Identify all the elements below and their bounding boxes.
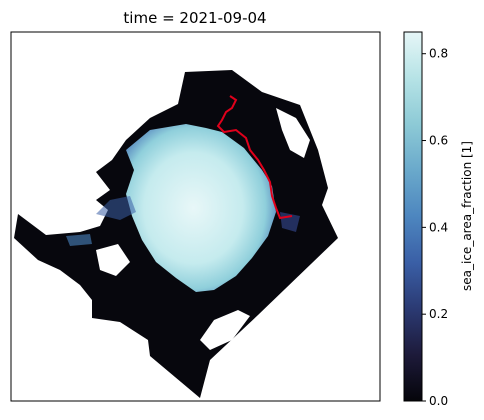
colorbar-tick-label: 0.6 xyxy=(429,134,448,148)
colorbar-tick-label: 0.8 xyxy=(429,47,448,61)
chart-title: time = 2021-09-04 xyxy=(123,9,266,27)
colorbar-tick-label: 0.4 xyxy=(429,220,448,234)
colorbar: 0.0 0.2 0.4 0.6 0.8 sea_ice_area_fraction [1… xyxy=(403,31,474,408)
sea-ice-edge xyxy=(66,234,92,246)
red-overlay-line xyxy=(216,95,293,220)
colorbar-label: sea_ice_area_fraction [1] xyxy=(460,141,474,291)
colorbar-tick-label: 0.2 xyxy=(429,307,448,321)
map-panel xyxy=(11,32,380,401)
colorbar-gradient xyxy=(403,31,423,402)
land-patch xyxy=(96,244,130,276)
map-frame xyxy=(10,31,381,402)
colorbar-ticks: 0.0 0.2 0.4 0.6 0.8 xyxy=(422,47,448,408)
land-patch xyxy=(200,310,250,350)
colorbar-tick-label: 0.0 xyxy=(429,394,448,408)
sea-ice-region xyxy=(126,124,276,292)
land-patch xyxy=(276,108,310,158)
sea-ice-edge xyxy=(96,196,136,220)
